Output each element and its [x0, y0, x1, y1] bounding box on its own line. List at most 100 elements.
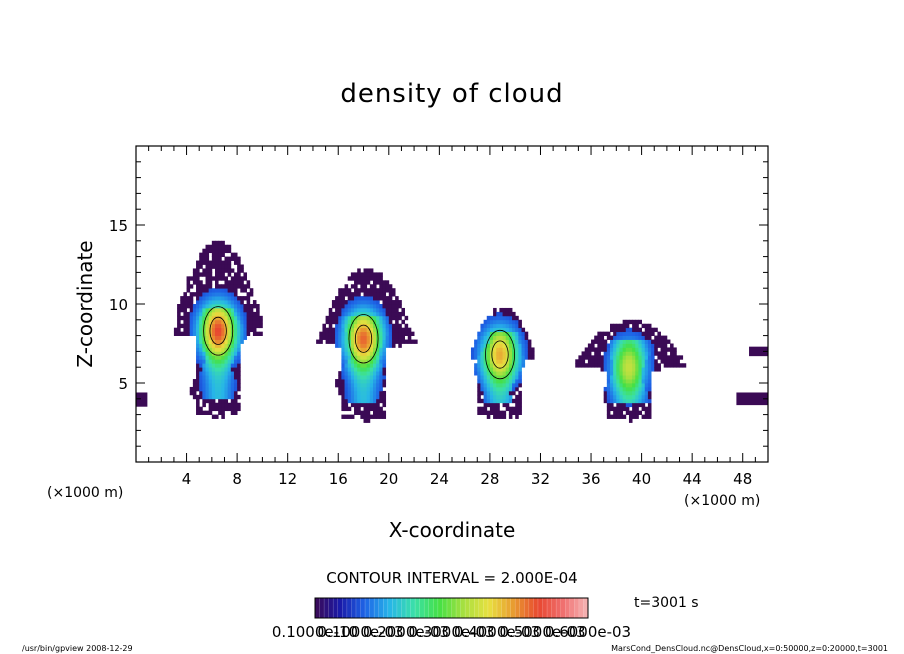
density-cell	[376, 402, 380, 408]
density-cell	[638, 379, 642, 384]
density-cell	[518, 335, 522, 340]
density-cell	[180, 307, 184, 313]
density-cell	[398, 315, 402, 321]
density-cell	[221, 335, 225, 340]
density-cell	[401, 331, 405, 336]
density-cell	[221, 410, 225, 415]
density-cell	[373, 398, 377, 404]
density-cell	[641, 335, 646, 340]
density-cell	[208, 315, 213, 321]
density-cell	[218, 240, 222, 246]
colorbar-segment	[319, 598, 325, 618]
density-cell	[635, 371, 639, 376]
density-cell	[350, 379, 355, 384]
density-cell	[196, 343, 200, 348]
density-cell	[338, 296, 342, 301]
density-cell	[502, 355, 507, 360]
density-cell	[376, 327, 380, 333]
density-cell	[256, 315, 260, 321]
density-cell	[483, 323, 488, 329]
density-cell	[508, 327, 513, 333]
density-cell	[350, 398, 355, 404]
density-cell	[505, 327, 510, 333]
density-cell	[360, 359, 364, 364]
density-cell	[357, 280, 361, 285]
density-cell	[221, 390, 225, 396]
density-cell	[524, 343, 529, 348]
density-cell	[331, 315, 336, 321]
density-cell	[638, 327, 642, 333]
density-cell	[196, 375, 200, 380]
density-cell	[477, 367, 481, 372]
density-cell	[196, 371, 200, 376]
footer-left: /usr/bin/gpview 2008-12-29	[22, 644, 133, 653]
density-cell	[215, 327, 219, 333]
density-cell	[177, 327, 181, 333]
density-cell	[224, 383, 229, 388]
density-cell	[644, 414, 649, 419]
density-cell	[483, 331, 488, 336]
colorbar-segment	[451, 598, 457, 618]
x-tick-label: 28	[480, 470, 499, 488]
density-cell	[641, 343, 646, 348]
density-cell	[189, 284, 194, 289]
x-tick-label: 32	[531, 470, 550, 488]
density-cell	[227, 359, 232, 364]
density-cell	[211, 327, 216, 333]
density-cell	[202, 300, 206, 305]
density-cell	[632, 327, 636, 333]
density-cell	[499, 347, 503, 352]
density-cell	[515, 323, 519, 329]
density-cell	[208, 402, 213, 408]
density-cell	[341, 323, 345, 329]
density-cell	[606, 379, 611, 384]
density-cell	[186, 323, 191, 329]
density-cell	[196, 319, 200, 325]
density-cell	[391, 304, 396, 309]
density-cell	[218, 296, 222, 301]
density-cell	[202, 315, 206, 321]
density-cell	[635, 363, 639, 368]
density-cell	[391, 292, 396, 297]
density-cell	[354, 355, 358, 360]
colorbar-segment	[497, 598, 502, 618]
density-cell	[354, 386, 358, 392]
density-cell	[470, 355, 475, 360]
density-cell	[379, 367, 383, 372]
density-cell	[196, 288, 200, 293]
density-cell	[493, 394, 497, 400]
density-cell	[635, 383, 639, 388]
density-cell	[218, 390, 222, 396]
density-cell	[382, 315, 387, 321]
density-cell	[610, 379, 614, 384]
density-cell	[499, 371, 503, 376]
density-cell	[221, 394, 225, 400]
density-cell	[230, 398, 235, 404]
density-cell	[505, 351, 510, 356]
density-cell	[360, 410, 364, 415]
density-cell	[196, 264, 200, 269]
density-cell	[350, 315, 355, 321]
density-cell	[622, 414, 627, 419]
density-cell	[192, 331, 197, 336]
density-cell	[622, 339, 627, 344]
density-cell	[369, 414, 374, 419]
density-cell	[252, 327, 257, 333]
density-cell	[508, 323, 513, 329]
density-cell	[638, 355, 642, 360]
density-cell	[335, 327, 339, 333]
density-cell	[628, 355, 633, 360]
density-cell	[644, 327, 649, 333]
density-cell	[508, 347, 513, 352]
density-cell	[363, 335, 368, 340]
density-cell	[246, 315, 251, 321]
density-cell	[379, 363, 383, 368]
density-cell	[224, 394, 229, 400]
density-cell	[230, 276, 235, 281]
density-cell	[622, 386, 627, 392]
density-cell	[202, 311, 206, 317]
density-cell	[354, 390, 358, 396]
density-cell	[388, 335, 393, 340]
density-cell	[398, 339, 402, 344]
density-cell	[224, 339, 229, 344]
